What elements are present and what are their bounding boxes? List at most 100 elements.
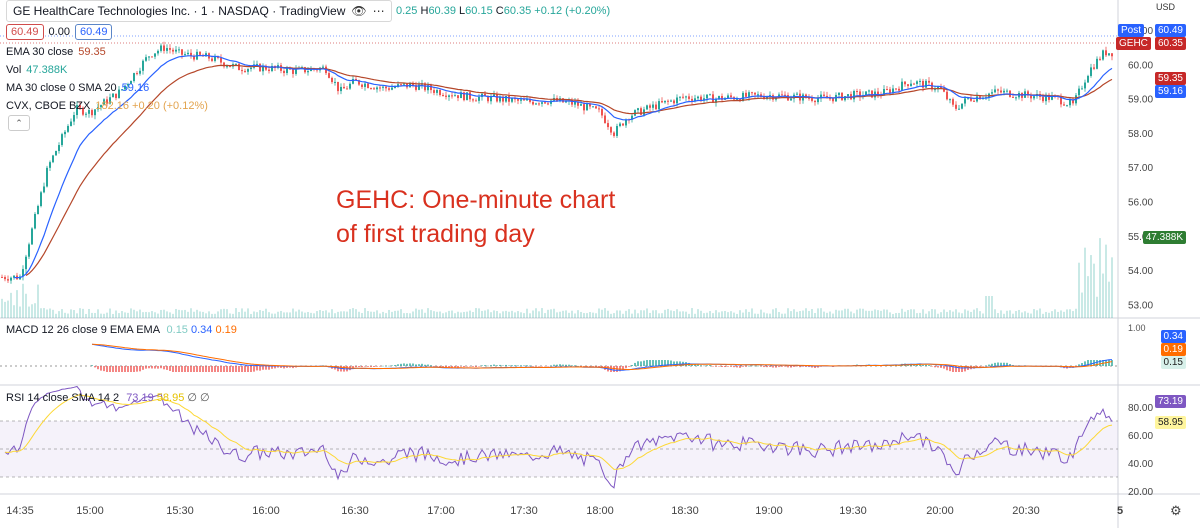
volume-bar [817, 308, 819, 318]
macd-hist-bar [286, 366, 288, 368]
candle-body [697, 96, 699, 99]
currency-label[interactable]: USD [1156, 2, 1176, 12]
volume-bar [754, 313, 756, 318]
signal-tag: 0.19 [1160, 343, 1186, 356]
volume-bar [364, 308, 366, 318]
candle-body [1081, 88, 1083, 90]
volume-bar [985, 296, 987, 318]
legend-cvx[interactable]: CVX, CBOE BZX 182.16 +0.20 (+0.12%) [6, 100, 208, 112]
candle-body [214, 56, 216, 61]
volume-bar [1072, 311, 1074, 318]
volume-bar [361, 313, 363, 318]
volume-bar [1006, 310, 1008, 318]
candle-body [139, 70, 141, 74]
candle-body [58, 145, 60, 151]
rsi-legend[interactable]: RSI 14 close SMA 14 2 73.19 58.95 ∅ ∅ [6, 391, 210, 404]
volume-bar [415, 308, 417, 318]
macd-hist-bar [409, 363, 411, 366]
macd-hist-bar [514, 365, 516, 366]
macd-hist-bar [91, 365, 93, 366]
candle-body [967, 98, 969, 100]
volume-bar [1000, 310, 1002, 318]
candle-body [727, 95, 729, 98]
volume-bar [19, 306, 21, 318]
macd-hist-bar [172, 366, 174, 372]
candle-body [109, 97, 111, 104]
candle-body [712, 94, 714, 103]
macd-hist-bar [220, 366, 222, 372]
legend-ema[interactable]: EMA 30 close 59.35 [6, 46, 106, 58]
macd-legend[interactable]: MACD 12 26 close 9 EMA EMA 0.15 0.34 0.1… [6, 324, 237, 336]
candle-body [853, 91, 855, 100]
macd-hist-bar [184, 366, 186, 372]
volume-bar [211, 313, 213, 318]
candle-body [685, 96, 687, 98]
candle-body [610, 127, 612, 133]
candle-body [790, 98, 792, 101]
macd-hist-bar [547, 366, 549, 367]
macd-hist-bar [712, 366, 714, 367]
candle-body [820, 94, 822, 99]
legend-volume[interactable]: Vol 47.388K [6, 64, 67, 76]
macd-hist-bar [526, 365, 528, 366]
volume-bar [100, 313, 102, 318]
volume-bar [850, 311, 852, 318]
rsi-tag: 73.19 [1154, 395, 1186, 408]
volume-bar [688, 313, 690, 318]
macd-hist-bar [769, 366, 771, 367]
candle-body [439, 90, 441, 96]
volume-bar [190, 308, 192, 318]
macd-hist-bar [727, 366, 729, 367]
volume-bar [1066, 309, 1068, 318]
macd-hist-bar [1000, 362, 1002, 366]
volume-bar [598, 308, 600, 318]
volume-bar [523, 313, 525, 318]
volume-bar [280, 310, 282, 318]
volume-bar [433, 311, 435, 318]
settings-gear-icon[interactable]: ⚙ [1170, 503, 1182, 518]
macd-hist-bar [322, 365, 324, 366]
volume-bar [301, 311, 303, 318]
volume-bar [466, 311, 468, 318]
candle-body [955, 104, 957, 109]
collapse-legend-icon[interactable]: ⌃ [8, 115, 30, 131]
volume-bar [637, 313, 639, 318]
candle-body [973, 100, 975, 102]
candle-body [751, 92, 753, 94]
candle-body [394, 86, 396, 88]
candle-body [811, 98, 813, 101]
volume-bar [784, 313, 786, 318]
candle-body [844, 96, 846, 101]
bid-box[interactable]: 60.49 [6, 24, 44, 40]
volume-bar [823, 311, 825, 318]
volume-bar [1096, 296, 1098, 318]
macd-hist-bar [922, 364, 924, 366]
ask-box[interactable]: 60.49 [74, 24, 113, 40]
candle-body [322, 66, 324, 68]
candle-body [244, 70, 246, 72]
eye-icon[interactable]: 👁 [351, 4, 367, 18]
volume-bar [292, 308, 294, 318]
candle-body [1111, 53, 1113, 57]
more-icon[interactable]: ⋯ [372, 4, 385, 18]
volume-bar [550, 309, 552, 318]
symbol-title: GE HealthCare Technologies Inc. · 1 · NA… [13, 4, 346, 18]
candle-body [163, 45, 165, 51]
volume-bar [454, 313, 456, 318]
macd-hist-bar [700, 365, 702, 366]
volume-bar [901, 308, 903, 318]
volume-bar [340, 311, 342, 318]
candle-body [376, 87, 378, 90]
macd-hist-bar [1075, 366, 1077, 367]
macd-hist-bar [556, 364, 558, 366]
change-value: +0.12 (+0.20%) [534, 5, 611, 17]
volume-bar [742, 312, 744, 318]
volume-bar [994, 309, 996, 318]
legend-ma[interactable]: MA 30 close 0 SMA 20 59.16 [6, 82, 149, 94]
volume-bar [472, 312, 474, 318]
candle-body [220, 57, 222, 63]
candle-body [892, 88, 894, 94]
symbol-title-bar[interactable]: GE HealthCare Technologies Inc. · 1 · NA… [6, 0, 392, 22]
candle-body [904, 81, 906, 85]
